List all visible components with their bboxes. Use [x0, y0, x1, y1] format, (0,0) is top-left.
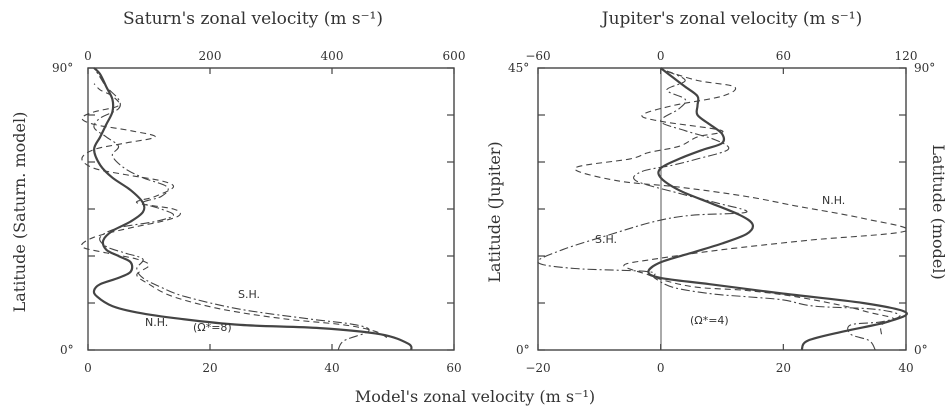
saturn-xtick-label-top: 600: [443, 49, 466, 63]
jupiter-nh-label: N.H.: [822, 194, 845, 207]
saturn-ytick-0: 0°: [60, 343, 74, 357]
jupiter-xtick-label-bottom: 20: [776, 361, 791, 375]
jupiter-xtick-label-top: 0: [657, 49, 665, 63]
jupiter-series-1: [537, 70, 901, 351]
jupiter-sh-label: S.H.: [595, 233, 617, 246]
saturn-xtick-label-top: 0: [84, 49, 92, 63]
jupiter-xtick-label-top: 60: [776, 49, 791, 63]
jupiter-omega-label: (Ω*=4): [690, 314, 729, 327]
saturn-xtick-label-bottom: 40: [324, 361, 339, 375]
saturn-xtick-label-bottom: 60: [446, 361, 461, 375]
saturn-ylabel: Latitude (Saturn. model): [10, 112, 29, 313]
saturn-panel: Saturn's zonal velocity (m s⁻¹) 0 0 20 200 4…: [10, 9, 465, 375]
jupiter-series-0: [647, 67, 908, 351]
jupiter-curves: [537, 67, 909, 351]
jupiter-xtick-label-bottom: 40: [898, 361, 913, 375]
saturn-series-1: [93, 67, 370, 351]
saturn-nh-label: N.H.: [145, 316, 168, 329]
jupiter-ylabel-right: Latitude (model): [929, 144, 948, 279]
saturn-curves: [80, 67, 413, 351]
saturn-ticks: 0 0 20 200 40 400 60 600: [84, 49, 465, 375]
jupiter-xtick-label-top: 120: [895, 49, 918, 63]
jupiter-ytick-45: 45°: [508, 61, 529, 75]
saturn-xtick-label-top: 400: [321, 49, 344, 63]
saturn-ytick-90: 90°: [52, 61, 73, 75]
jupiter-ylabel: Latitude (Jupiter): [485, 141, 504, 282]
saturn-plot-frame: [87, 67, 455, 351]
saturn-series-2: [80, 83, 388, 338]
saturn-xtick-label-bottom: 20: [202, 361, 217, 375]
saturn-series-0: [92, 67, 413, 351]
jupiter-ytick-0: 0°: [516, 343, 530, 357]
jupiter-ytick-right-90: 90°: [914, 61, 935, 75]
jupiter-title: Jupiter's zonal velocity (m s⁻¹): [600, 9, 862, 29]
shared-xlabel: Model's zonal velocity (m s⁻¹): [355, 387, 595, 406]
jupiter-ytick-right-0: 0°: [914, 343, 928, 357]
jupiter-xtick-label-top: −60: [525, 49, 550, 63]
jupiter-xtick-label-bottom: 0: [657, 361, 665, 375]
saturn-xtick-label-top: 200: [199, 49, 222, 63]
saturn-xtick-label-bottom: 0: [84, 361, 92, 375]
saturn-title: Saturn's zonal velocity (m s⁻¹): [123, 9, 383, 29]
jupiter-series-2: [574, 70, 909, 335]
jupiter-ticks: −20 −60 0 0 20 60 40 120: [525, 49, 917, 375]
saturn-sh-label: S.H.: [238, 288, 260, 301]
saturn-omega-label: (Ω*=8): [193, 321, 232, 334]
jupiter-xtick-label-bottom: −20: [525, 361, 550, 375]
jupiter-panel: Jupiter's zonal velocity (m s⁻¹) −20 −60 0…: [485, 9, 948, 375]
